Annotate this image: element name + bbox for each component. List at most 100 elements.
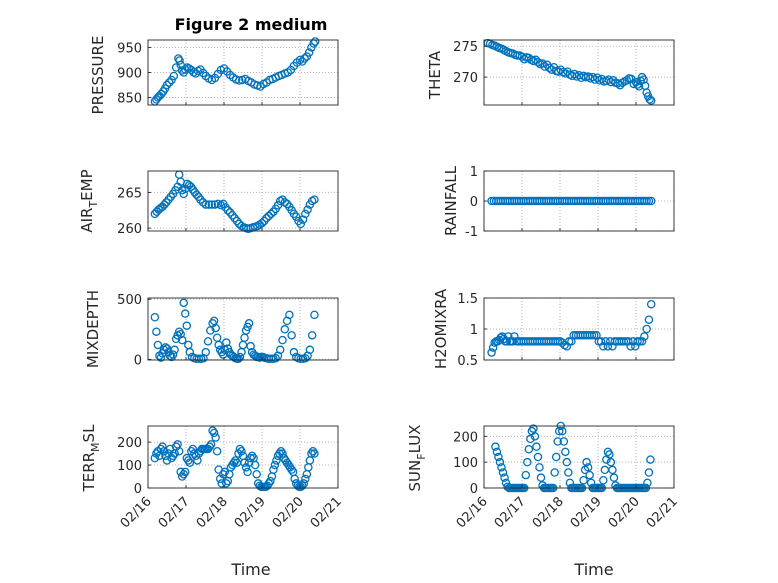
air-temp-data-point [266, 209, 276, 219]
terr-msl-data-point [275, 449, 284, 458]
terr-msl-data-point [220, 467, 230, 477]
terr-msl-data-point [222, 479, 231, 488]
sun-flux-data-point [529, 424, 538, 433]
mixdepth-data-point [185, 347, 195, 357]
air-temp-data-point [201, 200, 211, 209]
terr-msl-data-point [179, 469, 188, 479]
sun-flux-data-point [606, 457, 616, 467]
rainfall-ytick-label: 0 [470, 195, 478, 210]
air-temp-axes-box [147, 170, 339, 232]
theta-data-point [645, 95, 654, 104]
air-temp-data-point [296, 219, 306, 229]
ylabel-terr-msl: TERRMSL [80, 424, 102, 493]
h2omixra-data-point [640, 332, 649, 341]
mixdepth-data-point [278, 335, 287, 345]
terr-msl-ytick-label: 200 [117, 436, 142, 451]
h2omixra-data-point [587, 330, 597, 340]
air-temp-data-point [301, 209, 310, 219]
sun-flux-data-point [583, 463, 593, 472]
terr-msl-data-point [270, 460, 280, 470]
terr-msl-data-point [278, 449, 287, 458]
mixdepth-ytick-label: 0 [134, 353, 142, 368]
mixdepth-axes-box [147, 297, 339, 361]
terr-msl-data-point [185, 458, 195, 467]
h2omixra-ytick-label: 1 [470, 323, 478, 338]
mixdepth-data-point [211, 323, 220, 333]
mixdepth-data-point [206, 326, 215, 335]
mixdepth-data-point [307, 331, 317, 340]
mixdepth-data-point [152, 327, 161, 336]
mixdepth-data-point [182, 321, 192, 330]
sun-flux-plot-area [484, 426, 674, 488]
sun-flux-data-point [521, 470, 531, 480]
air-temp-data-point [257, 218, 267, 228]
theta-data-point [604, 75, 613, 84]
mixdepth-data-point [244, 319, 254, 328]
air-temp-ytick-label: 265 [117, 186, 142, 201]
theta-data-point [629, 79, 638, 89]
sun-flux-data-point [554, 426, 564, 436]
h2omixra-ytick-label: 0.5 [457, 354, 478, 369]
air-temp-data-point [160, 200, 169, 209]
mixdepth-data-point [214, 340, 223, 350]
mixdepth-data-point [180, 309, 190, 318]
theta-data-point [622, 75, 632, 85]
mixdepth-data-point [194, 354, 204, 364]
theta-data-point [570, 69, 579, 79]
sun-flux-data-point [491, 442, 500, 451]
air-temp-data-point [196, 195, 205, 204]
ylabel-sun-flux-sub: F [415, 453, 428, 459]
sun-flux-data-point [523, 457, 532, 467]
sun-flux-data-point [559, 437, 569, 446]
terr-msl-data-point [168, 451, 178, 461]
h2omixra-data-point [633, 337, 642, 346]
sun-flux-data-point [579, 475, 588, 485]
air-temp-data-point [264, 211, 274, 221]
theta-data-point [533, 58, 543, 67]
sun-flux-data-point [495, 457, 505, 467]
mixdepth-data-point [305, 345, 315, 355]
terr-msl-data-point [205, 442, 214, 451]
terr-msl-data-point [250, 460, 260, 470]
xlabel-left: Time [230, 560, 270, 579]
figure-title: Figure 2 medium [175, 15, 328, 34]
pressure-data-point [193, 66, 203, 76]
h2omixra-data-point [624, 337, 633, 346]
theta-ytick-label: 275 [453, 40, 478, 55]
terr-msl-data-point [208, 426, 217, 435]
mixdepth-data-point [234, 354, 243, 364]
sun-flux-data-point [498, 468, 508, 477]
pressure-data-point [295, 55, 305, 65]
pressure-data-point [310, 37, 320, 46]
pressure-data-point [175, 56, 184, 65]
air-temp-data-point [204, 200, 214, 209]
terr-msl-data-point [290, 474, 299, 484]
sun-flux-data-point [532, 442, 541, 451]
rainfall-data-point [644, 196, 654, 206]
pressure-ytick-label: 900 [117, 67, 142, 82]
terr-msl-data-point [184, 456, 193, 465]
h2omixra-data-point [596, 337, 606, 346]
pressure-data-point [234, 76, 244, 85]
terr-msl-data-point [252, 469, 261, 479]
mixdepth-data-point [287, 331, 296, 340]
mixdepth-data-point [289, 347, 299, 357]
sun-flux-data-point [553, 437, 562, 446]
terr-msl-data-point [287, 465, 296, 474]
terr-msl-data-point [240, 458, 249, 467]
theta-data-point [545, 63, 554, 73]
ylabel-sun-flux-main: SUN [406, 460, 424, 492]
terr-msl-ytick-label: 0 [134, 482, 142, 497]
theta-axes-box [483, 39, 675, 106]
mixdepth-ytick-label: 500 [117, 293, 142, 308]
h2omixra-data-point [619, 337, 629, 346]
pressure-data-point [169, 71, 179, 81]
mixdepth-data-point [156, 353, 166, 362]
ylabel-rainfall: RAINFALL [442, 165, 460, 236]
ylabel-sun-flux: SUNFLUX [406, 425, 428, 492]
h2omixra-data-point [553, 337, 562, 346]
theta-data-point [513, 51, 522, 60]
air-temp-data-point [179, 189, 188, 199]
sun-flux-ytick-label: 100 [453, 456, 478, 471]
h2omixra-data-point [487, 348, 496, 357]
